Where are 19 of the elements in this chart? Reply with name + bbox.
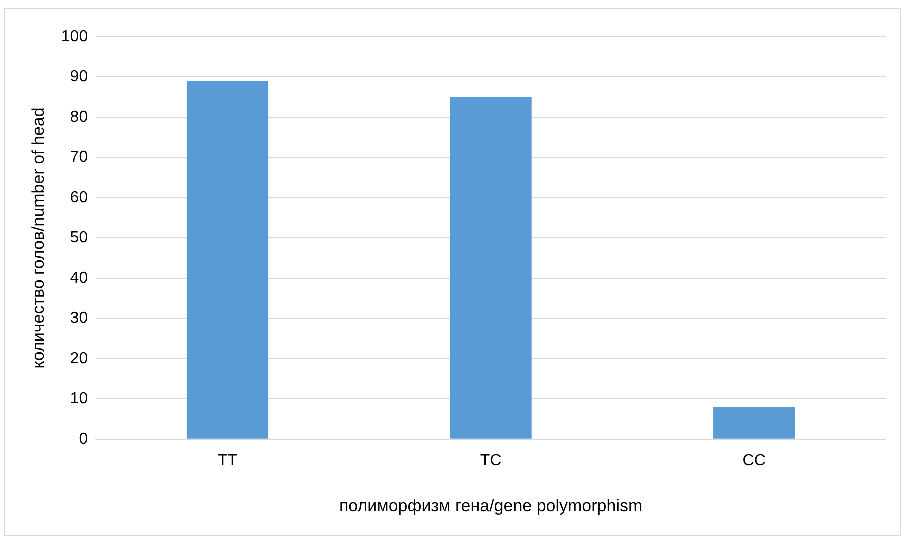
y-axis-title: количество голов/number of head [28, 108, 48, 369]
y-tick-label: 0 [79, 430, 88, 448]
y-tick-label: 60 [70, 189, 88, 206]
x-axis-title: полиморфизм гена/gene polymorphism [339, 496, 643, 516]
bar [186, 81, 269, 439]
y-tick-label: 80 [70, 108, 88, 126]
y-tick-label: 100 [61, 28, 88, 46]
y-tick-label: 70 [70, 149, 88, 166]
y-tick-label: 20 [70, 350, 88, 368]
y-tick-label: 40 [70, 270, 88, 287]
x-tick-label: TC [480, 452, 502, 470]
x-tick-label: CC [742, 452, 766, 470]
bar [714, 407, 796, 439]
x-tick-label: TT [218, 452, 238, 470]
y-tick-label: 50 [70, 230, 88, 247]
bar [450, 97, 532, 439]
y-tick-label: 30 [70, 310, 88, 328]
y-tick-label: 10 [70, 390, 88, 408]
y-tick-label: 90 [70, 68, 88, 86]
